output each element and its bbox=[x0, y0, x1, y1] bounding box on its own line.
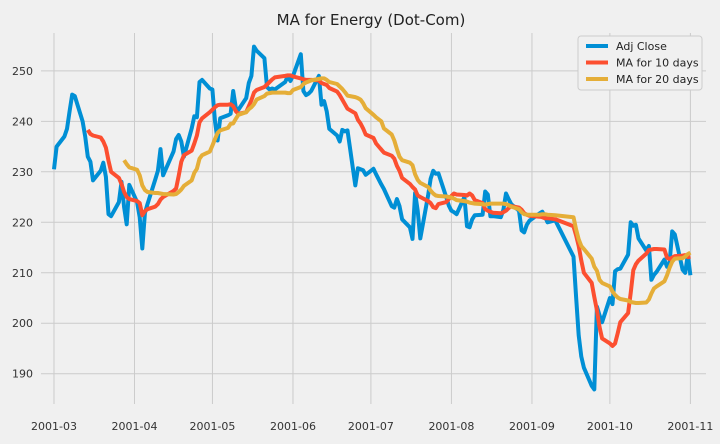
series-line-3 bbox=[122, 76, 692, 305]
series-line-1 bbox=[52, 44, 693, 392]
y-tick-label: 200 bbox=[12, 317, 33, 330]
x-tick-label: 2001-09 bbox=[509, 420, 555, 433]
legend-label: Adj Close bbox=[616, 40, 667, 53]
y-tick-label: 240 bbox=[12, 115, 33, 128]
axis-ticks: 190 200 210 220 230 240 250 2001-03 2001-04 2001-… bbox=[12, 65, 713, 433]
x-tick-label: 2001-06 bbox=[270, 420, 316, 433]
y-tick-label: 190 bbox=[12, 368, 33, 381]
chart-title: MA for Energy (Dot-Com) bbox=[277, 11, 466, 29]
series-lines bbox=[52, 44, 693, 392]
y-tick-label: 210 bbox=[12, 267, 33, 280]
series-line-2 bbox=[86, 73, 691, 348]
x-tick-label: 2001-05 bbox=[189, 420, 235, 433]
x-tick-label: 2001-10 bbox=[587, 420, 633, 433]
y-tick-label: 220 bbox=[12, 216, 33, 229]
y-tick-label: 250 bbox=[12, 65, 33, 78]
legend-label: MA for 20 days bbox=[616, 73, 699, 86]
legend-frame bbox=[577, 35, 703, 91]
y-tick-label: 230 bbox=[12, 166, 33, 179]
legend-label: MA for 10 days bbox=[616, 57, 699, 70]
x-tick-label: 2001-03 bbox=[31, 420, 77, 433]
x-tick-label: 2001-11 bbox=[667, 420, 713, 433]
x-tick-label: 2001-07 bbox=[348, 420, 394, 433]
legend: Adj Close MA for 10 days MA for 20 days bbox=[577, 35, 703, 91]
x-tick-label: 2001-08 bbox=[428, 420, 474, 433]
x-tick-label: 2001-04 bbox=[112, 420, 158, 433]
